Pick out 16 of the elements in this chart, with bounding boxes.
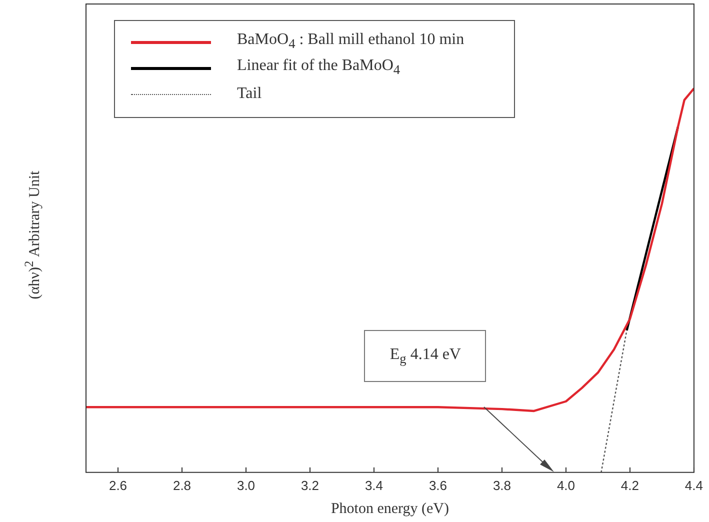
x-tick-label: 4.4 xyxy=(684,478,704,493)
callout-box: E$_{g}$ 4.14 eV xyxy=(364,330,556,474)
x-tick-label: 2.8 xyxy=(172,478,192,493)
annotation: E$_{g}$ 4.14 eV xyxy=(390,346,461,367)
x-tick-label: 3.6 xyxy=(428,478,448,493)
x-tick-label: 3.4 xyxy=(364,478,384,493)
x-tick-label: 2.6 xyxy=(108,478,128,493)
x-axis-title: Photon energy (eV) xyxy=(330,500,449,517)
legend-label: BaMoO$_{4}$ : Ball mill ethanol 10 min xyxy=(237,31,464,53)
x-tick-label: 4.2 xyxy=(620,478,640,493)
legend-label: Tail xyxy=(237,85,262,103)
x-tick-label: 4.0 xyxy=(556,478,576,493)
legend-label: Linear fit of the BaMoO$_{4}$ xyxy=(237,57,400,79)
x-tick-label: 3.8 xyxy=(492,478,512,493)
x-tick-label: 3.0 xyxy=(236,478,256,493)
x-tick-label: 3.2 xyxy=(300,478,320,493)
